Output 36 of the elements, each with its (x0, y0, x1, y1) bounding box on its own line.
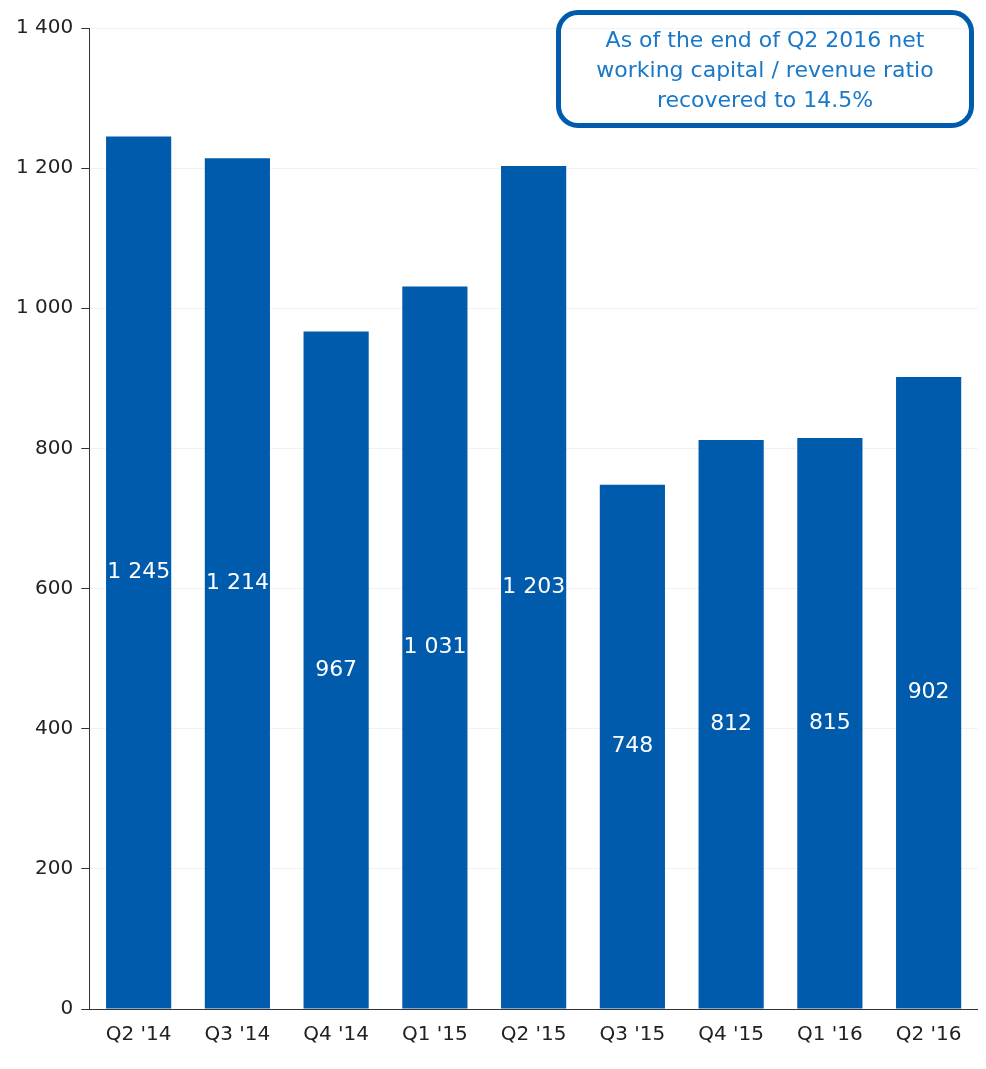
data-label: 812 (710, 709, 753, 735)
bar (106, 136, 172, 1009)
annotation: As of the end of Q2 2016 net working capital / revenue ratio recovered to 14.5% (595, 26, 935, 114)
bar (896, 376, 962, 1009)
x-tick-label: Q1 '15 (401, 1021, 468, 1046)
bar (698, 440, 764, 1009)
data-label: 1 203 (502, 572, 566, 598)
x-tick-label: Q2 '14 (105, 1021, 172, 1046)
y-tick-label: 400 (35, 714, 74, 739)
x-tick-label: Q4 '14 (303, 1021, 370, 1046)
x-tick-label: Q2 '16 (895, 1021, 962, 1046)
y-tick-label: 1 400 (15, 14, 74, 39)
data-label: 1 031 (403, 633, 467, 659)
y-tick-label: 1 200 (15, 154, 74, 179)
y-tick-label: 200 (35, 855, 74, 880)
data-label: 748 (611, 732, 654, 758)
data-label: 902 (907, 678, 950, 704)
y-tick-label: 1 000 (15, 294, 74, 319)
data-label: 815 (808, 708, 851, 734)
y-tick-label: 800 (35, 434, 74, 459)
data-label: 1 214 (205, 569, 269, 595)
x-tick-label: Q1 '16 (796, 1021, 863, 1046)
x-tick-label: Q3 '15 (599, 1021, 666, 1046)
bar (797, 437, 863, 1009)
bar (501, 166, 567, 1009)
data-label: 967 (315, 655, 358, 681)
bar (204, 158, 270, 1009)
x-tick-label: Q4 '15 (698, 1021, 765, 1046)
x-tick-label: Q2 '15 (500, 1021, 567, 1046)
y-tick-label: 0 (60, 995, 74, 1020)
bar (402, 286, 468, 1009)
bar (303, 331, 369, 1009)
data-label: 1 245 (107, 558, 171, 584)
bar (599, 484, 665, 1009)
x-tick-label: Q3 '14 (204, 1021, 271, 1046)
y-tick-label: 600 (35, 574, 74, 599)
